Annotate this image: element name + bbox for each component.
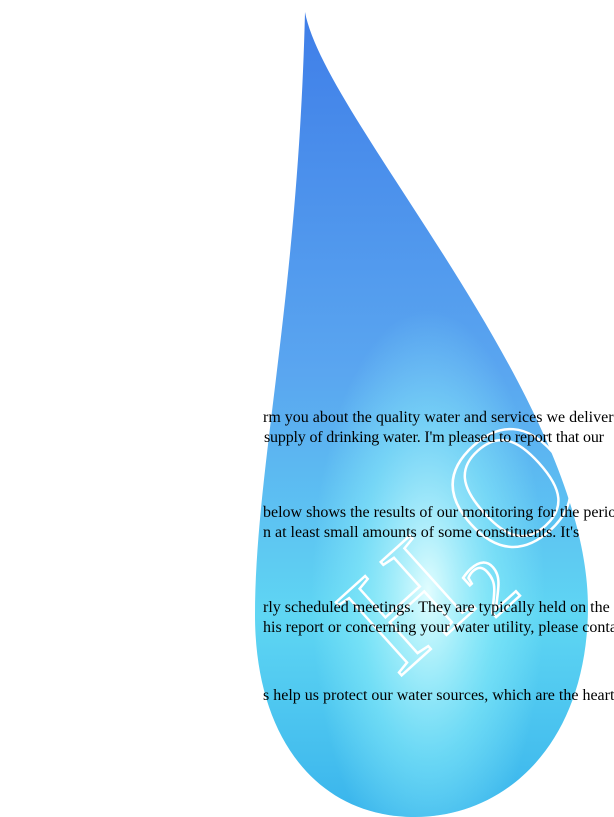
text-line: rly scheduled meetings. They are typical… xyxy=(263,599,610,616)
text-line: his report or concerning your water util… xyxy=(263,619,614,636)
text-line: supply of drinking water. I'm pleased to… xyxy=(264,429,605,446)
text-line: s help us protect our water sources, whi… xyxy=(263,687,614,704)
text-line: n at least small amounts of some constit… xyxy=(263,524,579,541)
page: {"logo": {"h": "H", "sub": "2", "o": "O"… xyxy=(0,0,614,817)
text-line: rm you about the quality water and servi… xyxy=(263,409,614,426)
page-canvas: H 2 O rm you about the quality water and… xyxy=(0,0,614,817)
text-line: below shows the results of our monitorin… xyxy=(263,504,614,521)
